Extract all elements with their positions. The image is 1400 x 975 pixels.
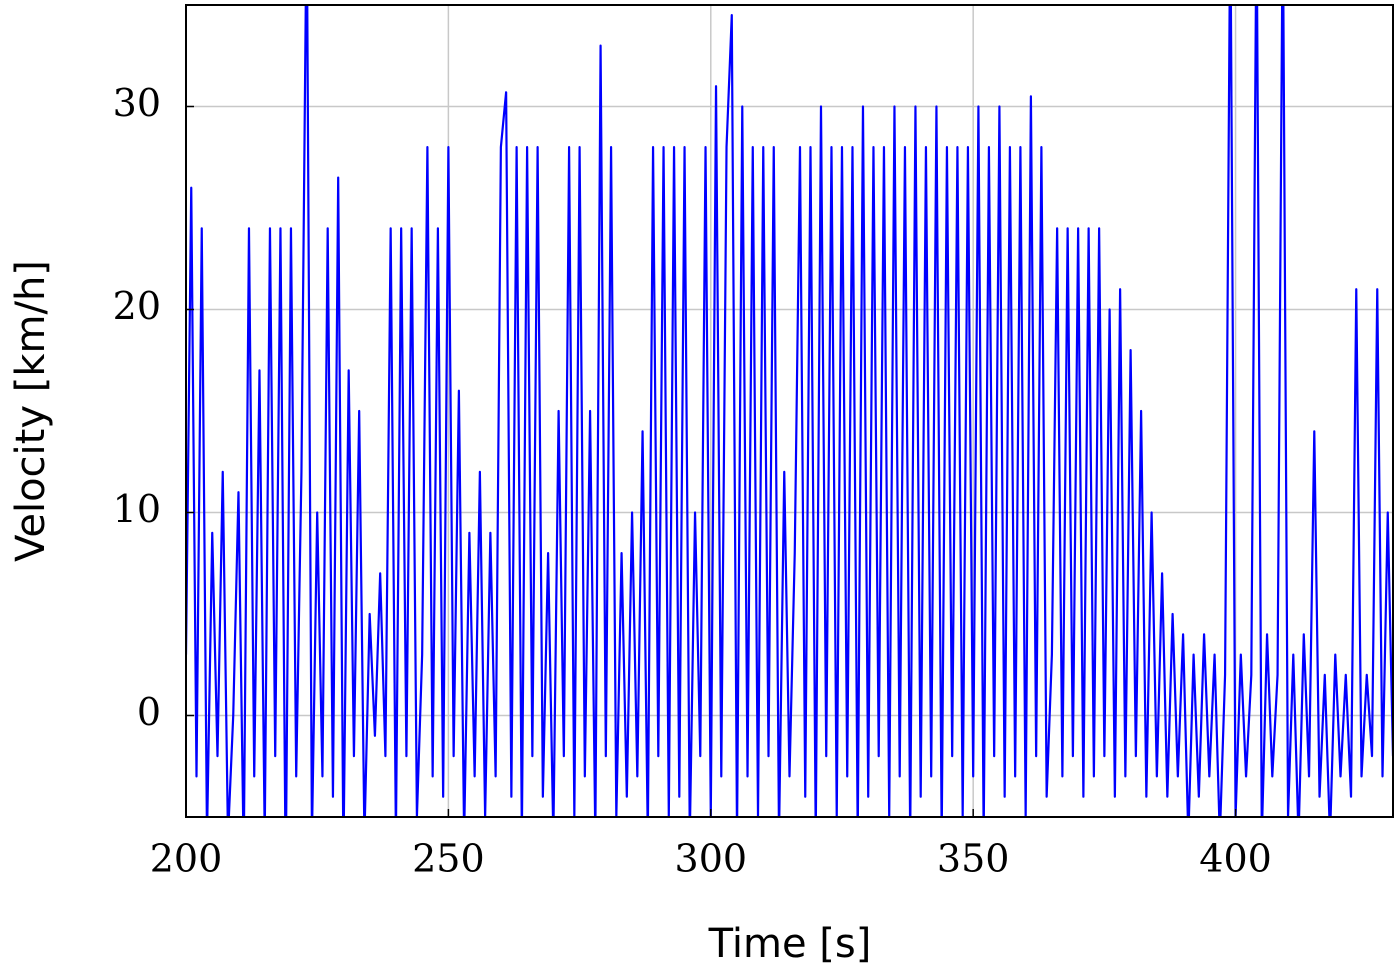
y-tick-label: 30 — [113, 81, 161, 125]
x-tick-label: 250 — [412, 837, 485, 881]
y-tick-label: 0 — [137, 690, 161, 734]
y-axis-label: Velocity [km/h] — [8, 260, 54, 562]
x-tick-label: 350 — [937, 837, 1010, 881]
ticks: 200 250 300 350 400 0 10 20 30 — [113, 81, 1272, 881]
x-tick-label: 300 — [675, 837, 748, 881]
x-axis-label: Time [s] — [708, 921, 872, 967]
plot-frame — [185, 4, 1394, 818]
plot-area — [186, 5, 1393, 817]
x-tick-label: 400 — [1199, 837, 1272, 881]
x-tick-label: 200 — [150, 837, 223, 881]
y-tick-label: 10 — [113, 487, 161, 531]
y-tick-label: 20 — [113, 284, 161, 328]
data-line — [186, 5, 1393, 817]
